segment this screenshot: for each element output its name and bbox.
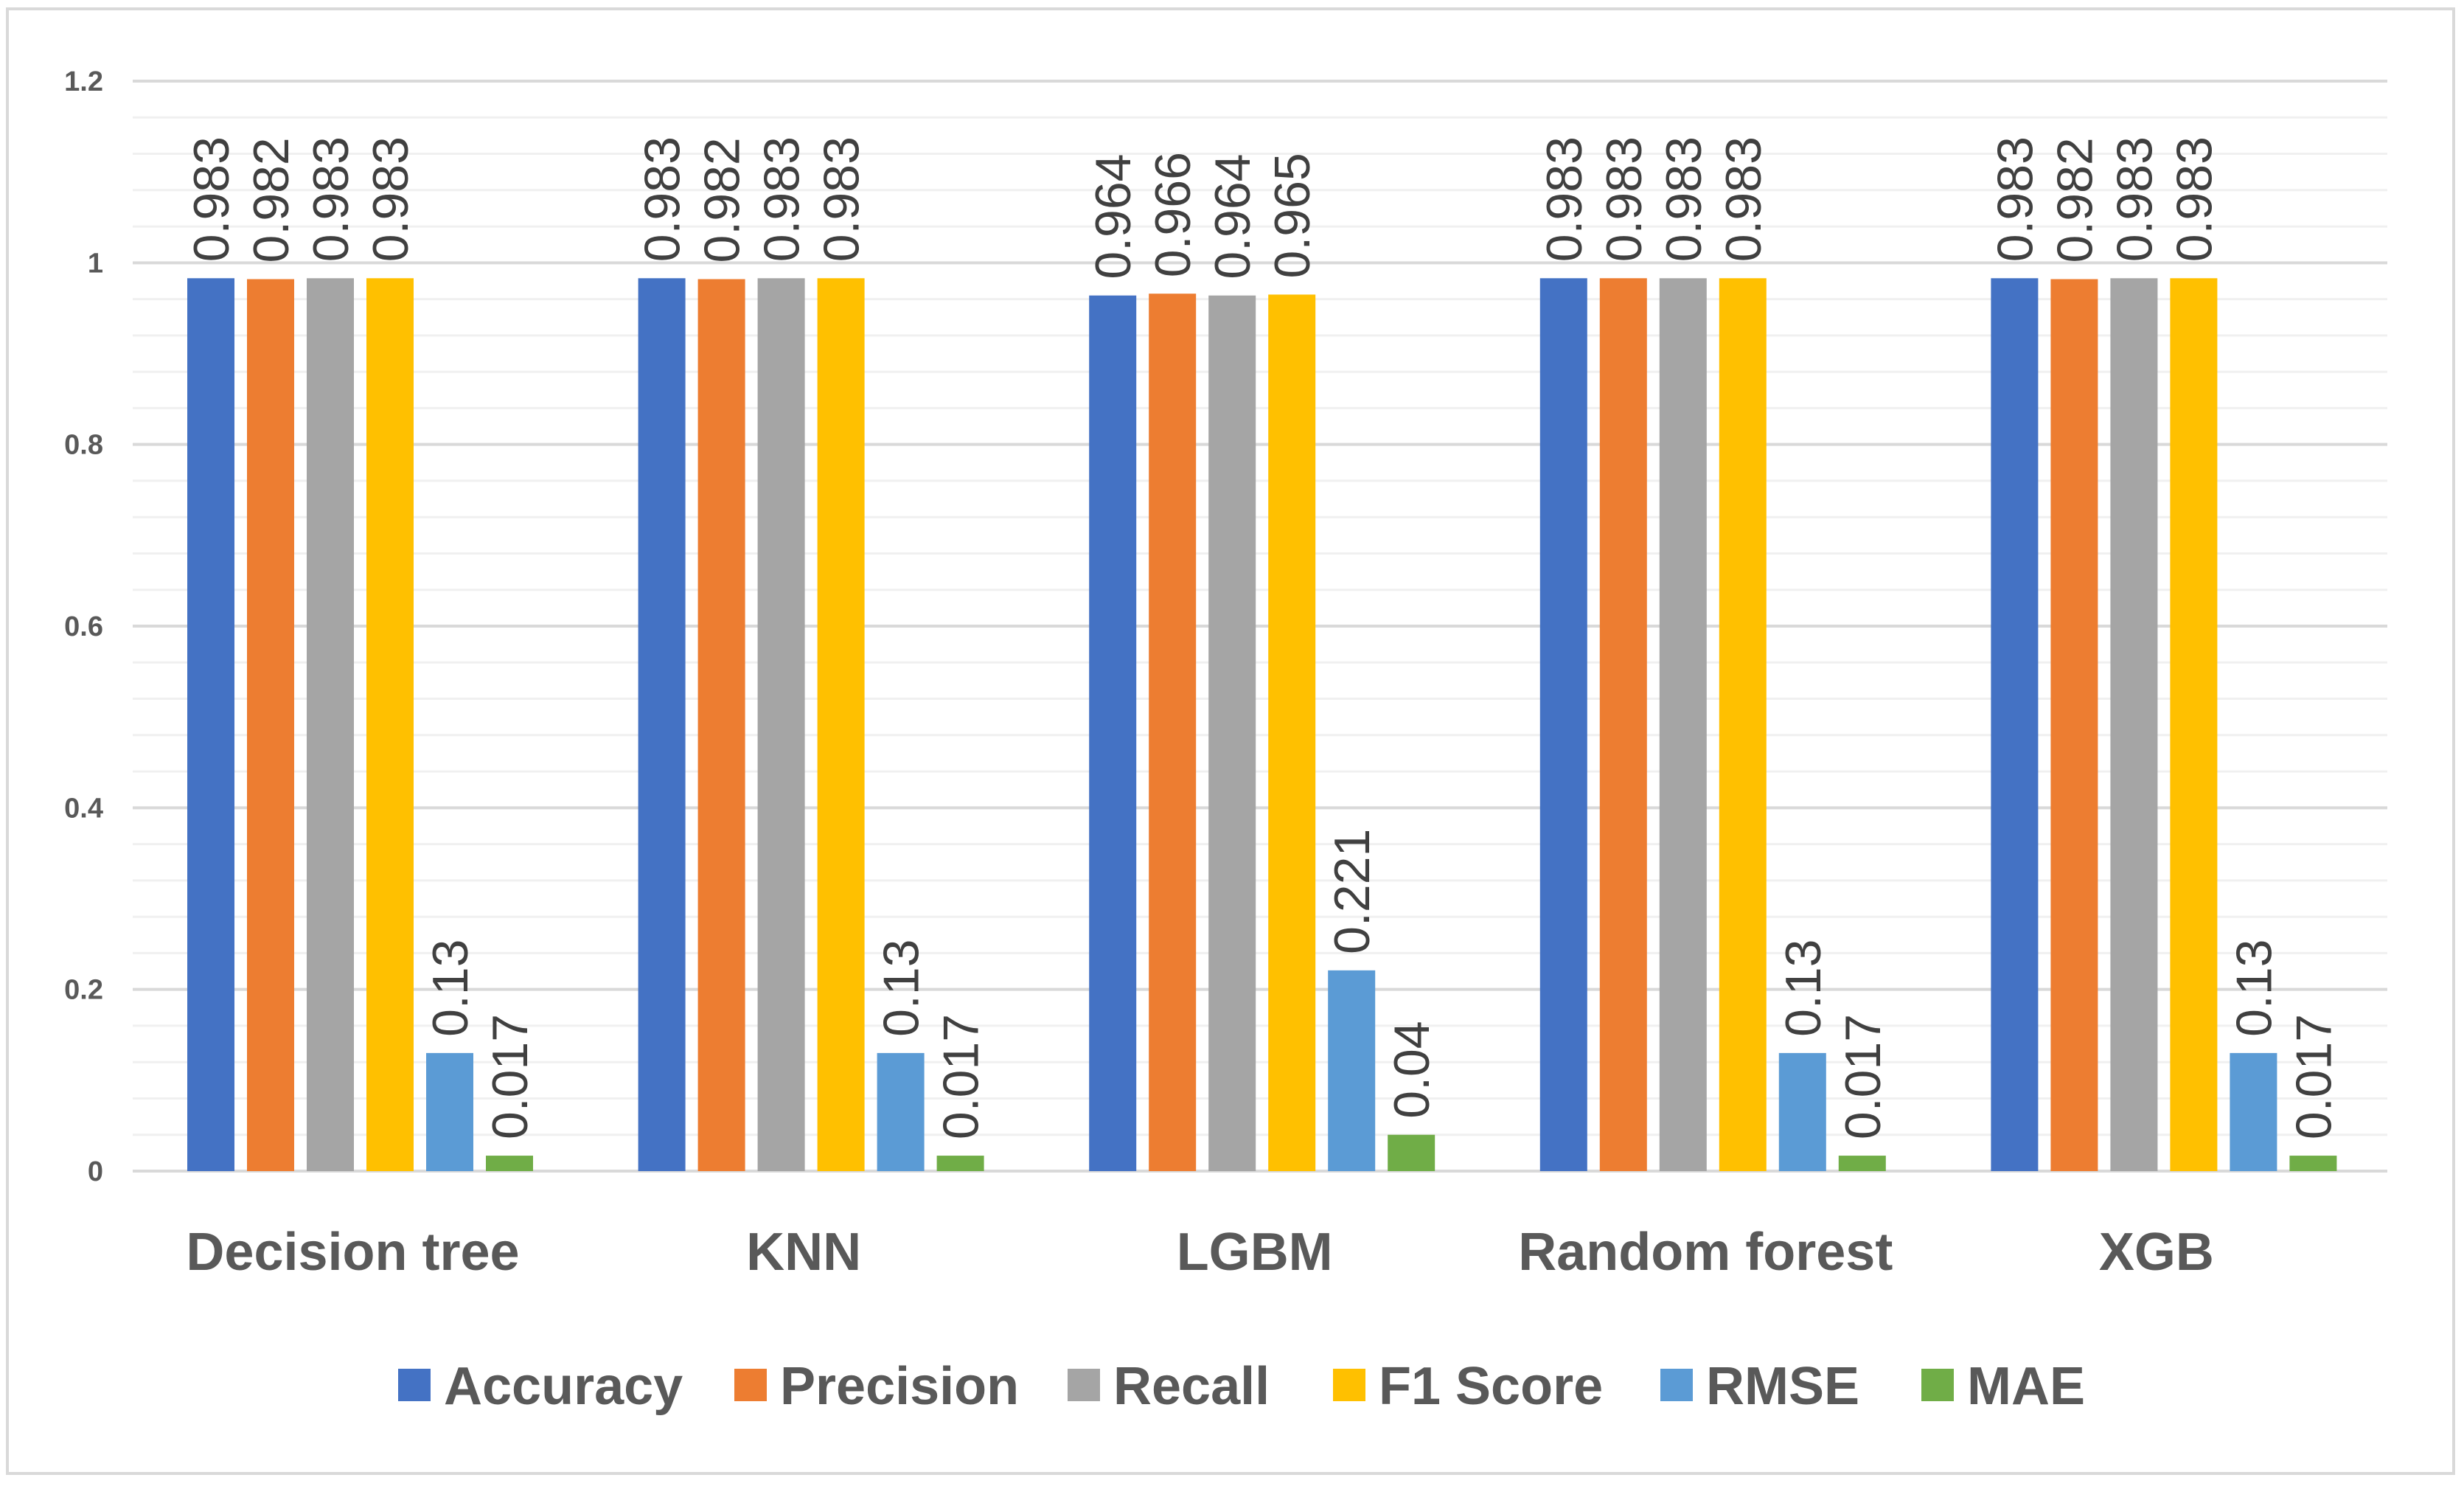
data-label: 0.964 [1085,154,1141,280]
bar-f1-score [1719,278,1767,1171]
y-tick-label: 1.2 [64,66,103,97]
data-label: 0.13 [422,940,478,1037]
bar-precision [697,279,745,1172]
data-label: 0.04 [1384,1021,1440,1118]
bar-f1-score [1268,294,1316,1172]
bar-recall [1659,278,1707,1171]
bar-f1-score [366,278,414,1171]
data-label: 0.017 [933,1014,989,1139]
bar-rmse [877,1052,925,1171]
bar-mae [1838,1156,1886,1171]
data-label: 0.13 [1775,940,1831,1037]
data-label: 0.221 [1324,829,1380,954]
bar-f1-score [817,278,865,1171]
legend-label: Precision [780,1357,1019,1416]
data-label: 0.982 [243,137,299,263]
bars [187,278,2337,1172]
data-label: 0.983 [1987,136,2043,262]
bar-rmse [2230,1052,2277,1171]
x-category-label: Random forest [1518,1223,1893,1282]
data-label: 0.983 [1536,136,1593,262]
bar-f1-score [2170,278,2218,1171]
legend-swatch [398,1369,431,1401]
bar-recall [307,278,354,1171]
legend-label: RMSE [1706,1357,1859,1416]
x-category-label: LGBM [1177,1223,1333,1282]
chart-frame: 0 0.2 0.4 0.6 0.8 1 1.2 0.983 0.982 0.983 0.983 0.… [6,7,2455,1475]
bar-accuracy [1539,278,1587,1171]
data-label: 0.983 [2106,136,2162,262]
bar-accuracy [187,278,234,1171]
y-tick-label: 0.4 [64,793,103,824]
data-label: 0.983 [1596,136,1652,262]
legend-swatch [1921,1369,1954,1401]
x-axis: Decision tree KNN LGBM Random forest XGB [186,1223,2214,1282]
data-label: 0.983 [635,136,691,262]
legend-label: Recall [1113,1357,1270,1416]
y-tick-label: 0.8 [64,430,103,461]
legend-swatch [1068,1369,1100,1401]
bar-precision [247,279,294,1172]
data-label: 0.983 [184,136,240,262]
x-category-label: KNN [746,1223,861,1282]
bar-recall [757,278,805,1171]
data-label: 0.13 [874,940,930,1037]
data-label: 0.983 [303,136,359,262]
bar-rmse [1328,970,1376,1171]
y-tick-label: 0 [88,1156,103,1187]
bar-accuracy [1991,278,2039,1171]
data-label: 0.13 [2226,940,2282,1037]
data-label: 0.017 [482,1014,538,1139]
data-label: 0.017 [1835,1014,1891,1139]
bar-precision [1149,294,1197,1172]
data-label: 0.966 [1145,152,1201,277]
data-label: 0.983 [814,136,870,262]
x-category-label: Decision tree [186,1223,519,1282]
y-tick-label: 0.2 [64,975,103,1006]
data-label: 0.983 [1656,136,1712,262]
data-label: 0.982 [2047,137,2103,263]
bar-accuracy [638,278,686,1171]
legend-swatch [1660,1369,1693,1401]
data-label: 0.983 [2166,136,2222,262]
bar-rmse [1778,1052,1826,1171]
data-label: 0.983 [754,136,810,262]
data-label: 0.983 [1716,136,1772,262]
y-tick-label: 1 [88,248,103,279]
data-label: 0.983 [363,136,419,262]
y-tick-label: 0.6 [64,611,103,642]
legend-swatch [1333,1369,1365,1401]
bar-mae [1388,1134,1435,1171]
legend-label: Accuracy [444,1357,683,1416]
legend: Accuracy Precision Recall F1 Score RMSE MAE [398,1357,2085,1416]
bar-chart: 00.20.40.60.811.2 0.983 0.982 0.983 0.9830.… [64,66,2387,1416]
data-label: 0.965 [1264,153,1320,278]
bar-mae [486,1156,533,1171]
bar-mae [936,1156,984,1171]
legend-swatch [734,1369,767,1401]
legend-label: MAE [1967,1357,2085,1416]
bar-mae [2289,1156,2337,1171]
y-axis: 0 0.2 0.4 0.6 0.8 1 1.2 [64,66,103,1187]
bar-recall [2110,278,2158,1171]
data-label: 0.017 [2286,1014,2342,1139]
bar-precision [1599,278,1647,1171]
data-label: 0.982 [695,137,751,263]
bar-recall [1208,295,1256,1171]
bar-accuracy [1089,295,1137,1171]
x-category-label: XGB [2099,1223,2214,1282]
legend-label: F1 Score [1379,1357,1603,1416]
bar-rmse [426,1052,473,1171]
bar-precision [2050,279,2098,1172]
data-label: 0.964 [1205,154,1261,280]
